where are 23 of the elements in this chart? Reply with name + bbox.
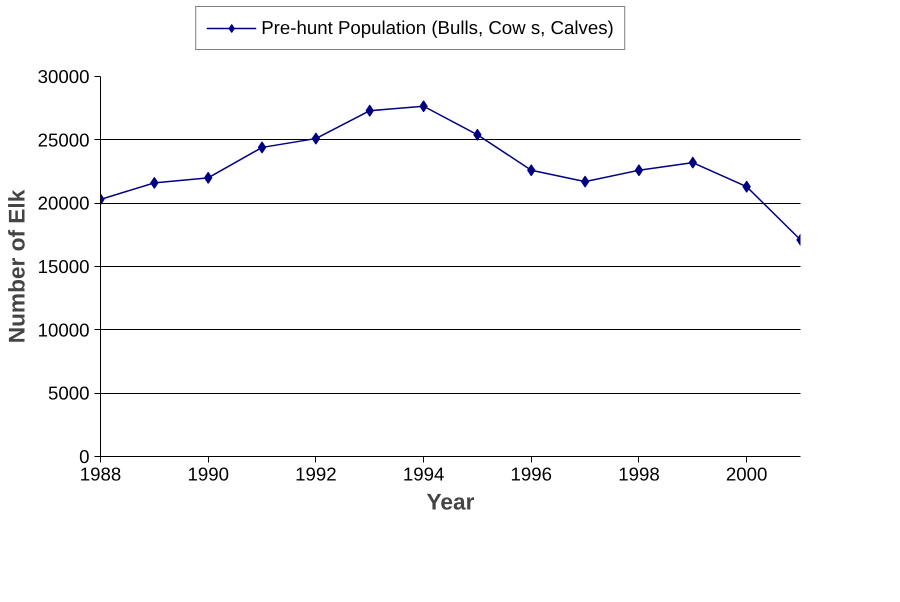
y-tick-label: 30000	[38, 66, 90, 87]
point	[258, 141, 266, 154]
x-tick-label: 1990	[187, 464, 229, 484]
x-tick-label: 1994	[402, 464, 444, 484]
y-tick-label: 5000	[48, 382, 90, 404]
point	[742, 180, 751, 193]
point	[312, 132, 320, 145]
x-tick-label: 1992	[295, 464, 337, 484]
x-tick-label: 2000	[726, 464, 768, 484]
y-tick-label: 25000	[38, 129, 90, 150]
point	[580, 176, 590, 188]
point	[419, 100, 428, 112]
y-tick-label: 20000	[38, 192, 90, 214]
x-tick-label: 1996	[510, 464, 552, 484]
point	[150, 176, 159, 189]
y-axis-title: Number of Elk	[4, 189, 30, 344]
x-axis-title: Year	[426, 488, 475, 514]
x-tick-label: 1998	[618, 464, 660, 484]
point	[473, 128, 482, 141]
point	[634, 164, 644, 176]
y-tick-label: 15000	[38, 256, 90, 277]
legend-label: Pre-hunt Population (Bulls, Cow s, Calves)	[261, 17, 614, 39]
y-tick-label: 10000	[38, 319, 90, 340]
